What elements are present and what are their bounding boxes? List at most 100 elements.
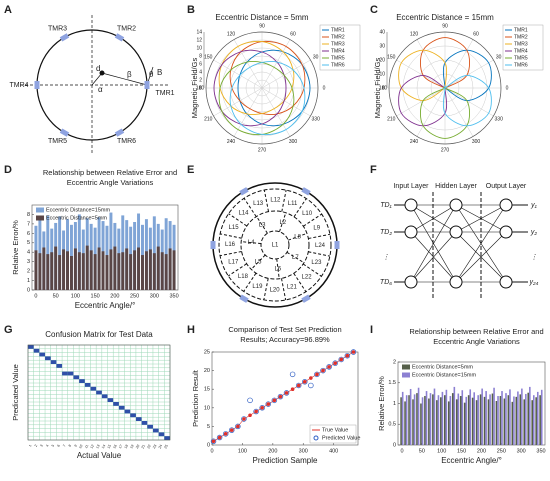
symbol: d xyxy=(96,64,100,73)
legend-box xyxy=(309,424,357,444)
y-tick-label: 1 xyxy=(393,401,396,407)
theta-tick-label: 270 xyxy=(258,147,267,153)
r-tick-label: 4 xyxy=(199,69,202,75)
theta-tick-label: 120 xyxy=(410,32,419,38)
x-tick-label: 50 xyxy=(53,293,59,299)
y-axis-label: Magnetic Field/Gs xyxy=(373,58,382,119)
true-point xyxy=(278,394,283,399)
region-label: L13 xyxy=(253,201,264,207)
layer-label: Input Layer xyxy=(393,183,429,190)
bar xyxy=(69,256,73,290)
predicted-point xyxy=(247,397,253,404)
legend-label: TMR2 xyxy=(514,34,528,40)
grid-spoke xyxy=(261,39,291,89)
grid-spoke xyxy=(416,39,446,89)
y-tick-label: 20 xyxy=(204,368,210,374)
divider xyxy=(287,232,308,241)
x-tick-label: 400 xyxy=(329,448,338,454)
matrix-cell xyxy=(50,360,57,364)
bar xyxy=(503,398,506,445)
y-tick-label: 4 xyxy=(27,250,30,256)
region-label: L20 xyxy=(270,288,281,294)
true-point xyxy=(339,357,344,362)
r-tick-label: 2 xyxy=(199,77,202,83)
x-tick-label: 0 xyxy=(400,448,403,454)
bar xyxy=(495,401,498,445)
bar xyxy=(519,394,522,445)
legend-label: Eccentric Distance=5mm xyxy=(46,215,107,221)
predicted-point xyxy=(259,405,265,411)
matrix-cell xyxy=(141,421,148,425)
true-point xyxy=(296,383,301,388)
bar xyxy=(497,396,499,445)
x-tick-label: 100 xyxy=(238,448,247,454)
bar xyxy=(517,391,519,445)
x-tick-label: 1 xyxy=(28,444,32,448)
neuron xyxy=(404,198,418,212)
x-tick-label: 300 xyxy=(517,448,526,454)
legend-label: TMR6 xyxy=(331,62,345,68)
chart-title: Eccentric Angle Variations xyxy=(433,337,520,346)
sensor xyxy=(210,241,216,249)
region-label: L5 xyxy=(255,260,262,266)
bar xyxy=(461,390,464,445)
series-curve xyxy=(442,74,492,127)
matrix-cell xyxy=(62,371,68,376)
sensor-label: TMR1 xyxy=(155,90,174,97)
grid-spoke xyxy=(444,87,474,137)
weight xyxy=(455,204,507,233)
divider xyxy=(308,251,330,257)
bar xyxy=(465,396,468,445)
y-axis-label: Relative Error/% xyxy=(377,376,386,431)
neuron xyxy=(449,198,463,212)
x-tick-label: 21 xyxy=(141,444,146,449)
chart-title: Eccentric Distance = 5mm xyxy=(215,13,308,22)
series-curve xyxy=(218,60,295,136)
x-tick-label: 9 xyxy=(74,444,78,448)
divider xyxy=(250,254,266,270)
true-point xyxy=(229,428,234,432)
theta-tick-label: 90 xyxy=(442,23,448,29)
theta-tick-label: 180 xyxy=(379,85,388,91)
theta-tick-label: 0 xyxy=(323,85,326,91)
sensor xyxy=(301,187,311,196)
bar xyxy=(129,254,133,290)
region-label: L22 xyxy=(302,275,313,281)
bar xyxy=(401,391,404,445)
grid-spoke xyxy=(233,87,263,137)
bar xyxy=(54,246,58,290)
bar xyxy=(525,393,527,445)
x-axis-label: Eccentric Angle/° xyxy=(441,456,502,465)
x-tick-label: 5 xyxy=(51,444,55,448)
panel-label: I xyxy=(370,324,373,336)
y-tick-label: 0 xyxy=(393,442,396,448)
x-tick-label: 19 xyxy=(129,444,134,449)
region-ring xyxy=(260,230,290,260)
bar xyxy=(509,389,511,445)
region-label: L1 xyxy=(272,243,279,249)
bar xyxy=(405,395,408,445)
x-tick-label: 13 xyxy=(95,444,100,449)
bar xyxy=(511,401,514,445)
panel-label: G xyxy=(4,324,13,336)
x-tick-label: 16 xyxy=(112,444,117,449)
bar xyxy=(475,400,478,445)
bar xyxy=(539,395,541,445)
region-label: L14 xyxy=(238,210,249,216)
bar xyxy=(137,247,141,290)
predicted-point xyxy=(308,382,314,389)
bar xyxy=(73,248,77,290)
bar xyxy=(38,253,42,290)
sensor-label: TMR3 xyxy=(48,26,67,33)
panel-label: H xyxy=(187,324,195,336)
region-label: L9 xyxy=(313,226,320,232)
bar xyxy=(463,402,466,445)
x-tick-label: 50 xyxy=(419,448,425,454)
legend-label: TMR4 xyxy=(514,48,528,54)
matrix-cell xyxy=(33,348,40,353)
neuron xyxy=(499,275,513,289)
chart-title: Results; Accuracy=96.89% xyxy=(240,335,330,344)
bar xyxy=(97,247,101,290)
sensor-label: TMR4 xyxy=(9,82,28,89)
legend-label: Predicted Value xyxy=(322,435,360,441)
